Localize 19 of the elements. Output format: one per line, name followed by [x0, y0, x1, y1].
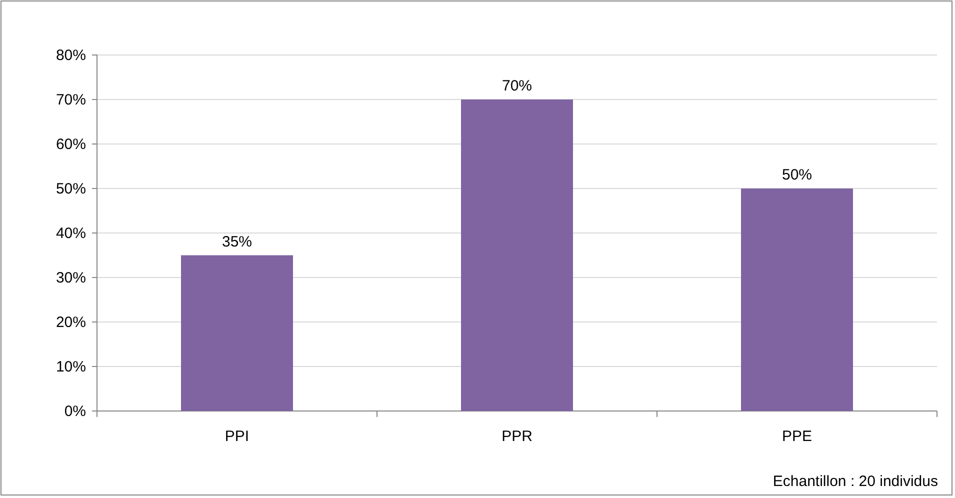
y-tick-label: 80% [56, 46, 86, 64]
data-label: 70% [502, 78, 532, 94]
bar [181, 255, 293, 411]
y-tick-label: 20% [56, 314, 86, 331]
x-tick-label: PPI [224, 428, 250, 445]
text: Echantillon : 20 individus [772, 473, 938, 490]
bar [741, 188, 853, 411]
y-tick-label: 0% [64, 402, 86, 420]
y-tick-label: 60% [56, 136, 86, 153]
y-tick-label: 70% [56, 91, 86, 108]
y-tick-label: 40% [56, 224, 86, 242]
bar [461, 100, 573, 411]
y-tick-label: 10% [56, 358, 86, 376]
y-tick-label: 50% [56, 180, 86, 198]
data-label: 35% [222, 233, 252, 250]
data-label: 50% [782, 166, 812, 184]
x-tick-label: PPR [502, 428, 533, 445]
x-tick-label: PPE [782, 428, 812, 445]
y-tick-label: 30% [56, 269, 86, 286]
